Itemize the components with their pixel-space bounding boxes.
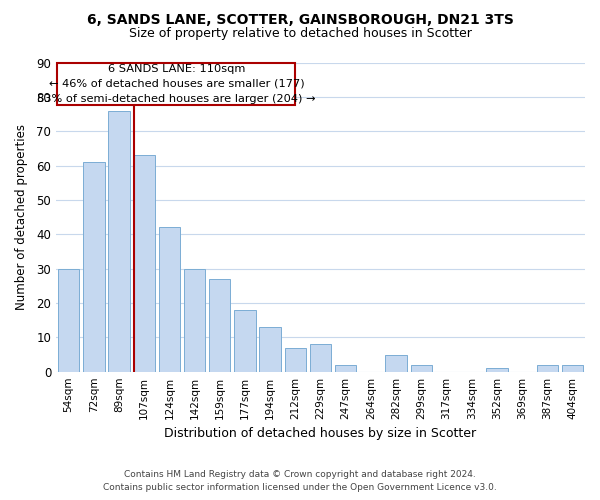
Bar <box>536 365 558 372</box>
Bar <box>335 365 356 372</box>
Bar <box>159 228 180 372</box>
Bar <box>109 110 130 372</box>
Text: Contains HM Land Registry data © Crown copyright and database right 2024.
Contai: Contains HM Land Registry data © Crown c… <box>103 470 497 492</box>
Text: 6, SANDS LANE, SCOTTER, GAINSBOROUGH, DN21 3TS: 6, SANDS LANE, SCOTTER, GAINSBOROUGH, DN… <box>86 12 514 26</box>
Text: 6 SANDS LANE: 110sqm
← 46% of detached houses are smaller (177)
53% of semi-deta: 6 SANDS LANE: 110sqm ← 46% of detached h… <box>37 64 316 104</box>
Bar <box>259 327 281 372</box>
Bar <box>184 268 205 372</box>
Text: Size of property relative to detached houses in Scotter: Size of property relative to detached ho… <box>128 28 472 40</box>
Bar <box>410 365 432 372</box>
X-axis label: Distribution of detached houses by size in Scotter: Distribution of detached houses by size … <box>164 427 476 440</box>
Bar <box>562 365 583 372</box>
Bar <box>209 279 230 372</box>
Y-axis label: Number of detached properties: Number of detached properties <box>15 124 28 310</box>
Bar <box>134 156 155 372</box>
Bar <box>58 62 295 106</box>
Bar <box>385 354 407 372</box>
Bar <box>486 368 508 372</box>
Bar <box>234 310 256 372</box>
Bar <box>58 268 79 372</box>
Bar <box>83 162 104 372</box>
Bar <box>284 348 306 372</box>
Bar <box>310 344 331 372</box>
